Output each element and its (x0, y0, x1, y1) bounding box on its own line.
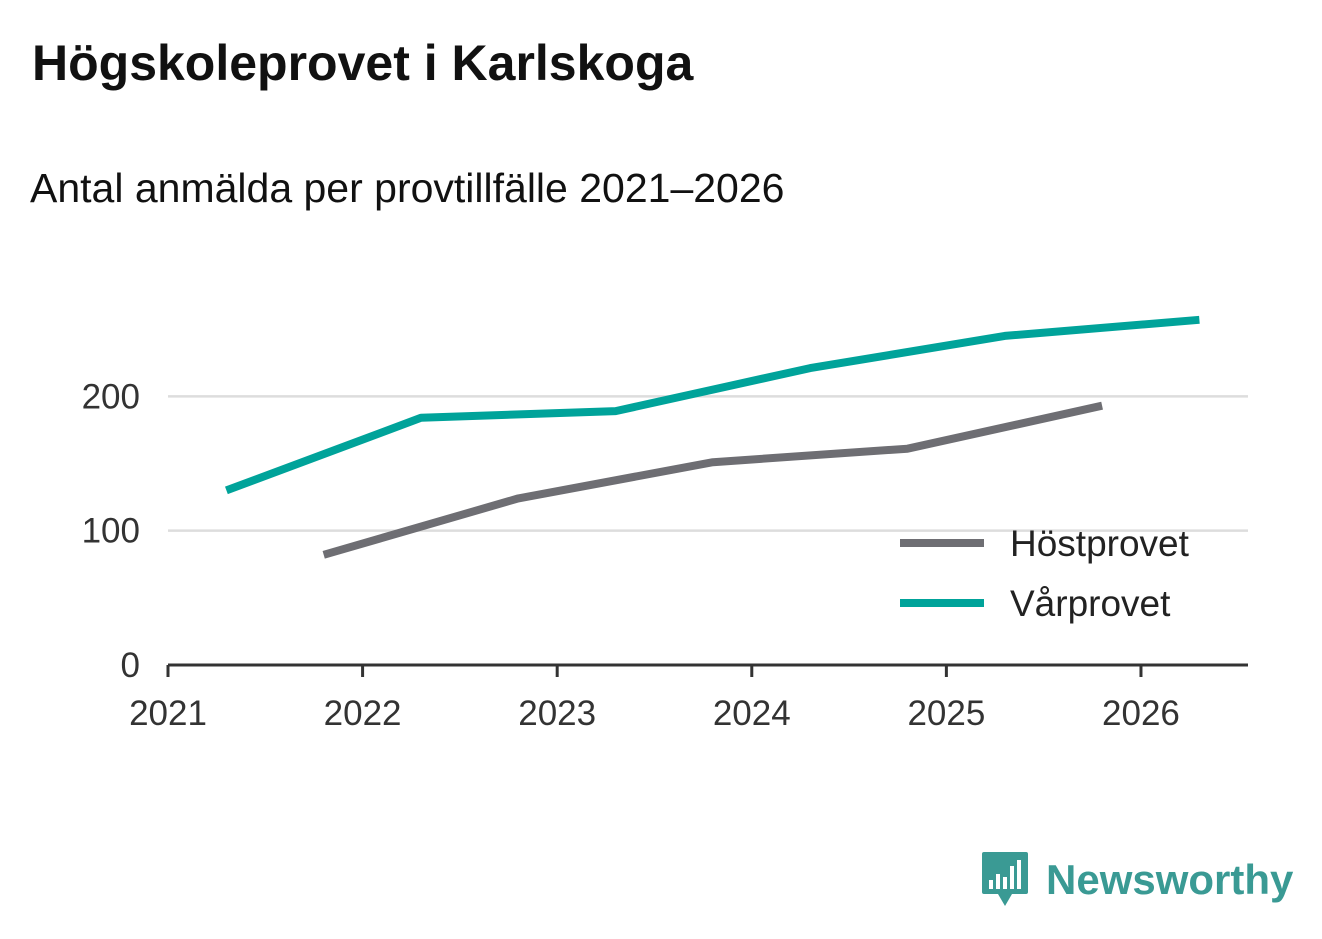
y-tick-label: 200 (82, 377, 140, 416)
x-tick-label: 2021 (129, 694, 207, 733)
x-tick-label: 2024 (713, 694, 791, 733)
x-tick-label: 2026 (1102, 694, 1180, 733)
legend-label: Vårprovet (1010, 583, 1171, 624)
series-line-varprovet (225, 315, 1200, 495)
chart-title: Högskoleprovet i Karlskoga (32, 35, 694, 91)
legend-label: Höstprovet (1010, 523, 1190, 564)
brand-logo: Newsworthy (980, 848, 1293, 912)
brand-name: Newsworthy (1046, 856, 1294, 903)
y-tick-label: 100 (82, 512, 140, 551)
newsworthy-logo-icon (982, 852, 1028, 906)
chart-subtitle: Antal anmälda per provtillfälle 2021–202… (30, 165, 785, 211)
x-tick-label: 2022 (324, 694, 402, 733)
x-tick-label: 2025 (907, 694, 985, 733)
series-line-hostprovet (322, 401, 1103, 559)
y-tick-label: 0 (121, 646, 140, 685)
x-tick-label: 2023 (518, 694, 596, 733)
